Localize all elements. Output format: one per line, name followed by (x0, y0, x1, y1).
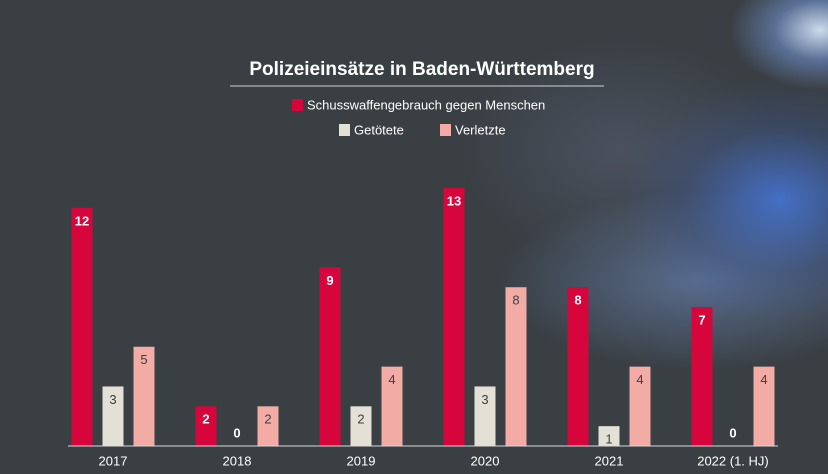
legend-swatch (440, 124, 451, 136)
bar (319, 267, 341, 446)
value-label: 4 (636, 372, 643, 387)
legend-label: Schusswaffengebrauch gegen Menschen (307, 97, 545, 112)
value-label: 0 (729, 425, 736, 440)
x-tick-label: 2020 (471, 453, 500, 468)
value-label: 9 (326, 273, 333, 288)
value-label: 3 (109, 392, 116, 407)
bar (350, 406, 372, 446)
value-label: 1 (605, 432, 612, 447)
bar (474, 386, 496, 446)
value-label: 2 (264, 412, 271, 427)
value-label: 4 (760, 372, 767, 387)
value-label: 12 (75, 213, 89, 228)
value-label: 3 (481, 392, 488, 407)
bar (629, 366, 651, 446)
bar (133, 346, 155, 446)
value-label: 13 (447, 193, 461, 208)
bar (753, 366, 775, 446)
value-label: 8 (574, 293, 581, 308)
bar (567, 287, 589, 446)
legend-swatch (339, 124, 350, 136)
value-label: 2 (357, 412, 364, 427)
value-label: 5 (140, 352, 147, 367)
bar (71, 207, 93, 446)
value-label: 4 (388, 372, 395, 387)
legend-swatch (292, 99, 303, 111)
x-tick-label: 2021 (595, 453, 624, 468)
x-tick-label: 2019 (347, 453, 376, 468)
bar (691, 307, 713, 446)
legend-label: Verletzte (455, 122, 506, 137)
value-label: 2 (202, 412, 209, 427)
bar (102, 386, 124, 446)
bar (505, 287, 527, 446)
x-tick-label: 2022 (1. HJ) (697, 453, 769, 468)
x-tick-label: 2018 (223, 453, 252, 468)
legend-label: Getötete (354, 122, 404, 137)
value-label: 7 (698, 313, 705, 328)
bar (195, 406, 217, 446)
bar (257, 406, 279, 446)
chart-title: Polizeieinsätze in Baden-Württemberg (249, 59, 594, 80)
bar (598, 426, 620, 446)
bar (443, 188, 465, 446)
x-tick-label: 2017 (99, 453, 128, 468)
bar (381, 366, 403, 446)
value-label: 0 (233, 425, 240, 440)
value-label: 8 (512, 293, 519, 308)
